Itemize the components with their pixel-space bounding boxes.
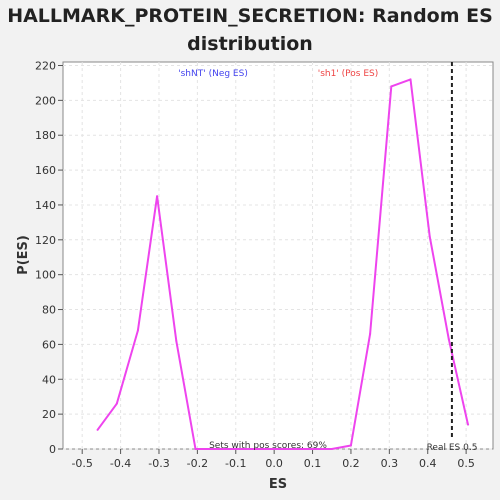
plot-area — [62, 61, 494, 450]
y-tick-label: 160 — [35, 164, 56, 177]
data-point — [115, 402, 118, 405]
axes: -0.5 -0.4 -0.3 -0.2 -0.1 0.0 0.1 0.2 0.3 0.4 0.5 0 2… — [35, 59, 475, 470]
data-point — [136, 329, 139, 332]
data-point — [156, 195, 159, 198]
y-tick-label: 140 — [35, 199, 56, 212]
data-point — [253, 448, 256, 450]
data-point — [234, 448, 237, 450]
series-layer — [96, 62, 470, 450]
data-point — [390, 85, 393, 88]
x-tick-label: 0.1 — [304, 457, 322, 470]
x-tick-label: 0.3 — [381, 457, 399, 470]
y-tick-label: 180 — [35, 129, 56, 142]
y-axis-label: P(ES) — [16, 235, 31, 275]
x-tick-label: -0.1 — [225, 457, 246, 470]
real-es-label: Real ES 0.5 — [427, 443, 478, 453]
data-point — [428, 235, 431, 238]
y-tick-label: 60 — [42, 338, 56, 351]
data-point — [409, 78, 412, 81]
y-tick-label: 20 — [42, 408, 56, 421]
data-point — [369, 332, 372, 335]
x-tick-label: -0.3 — [148, 457, 169, 470]
pos-es-label: 'sh1' (Pos ES) — [318, 69, 379, 79]
y-tick-label: 220 — [35, 59, 56, 72]
chart-title-line2: distribution — [187, 33, 313, 55]
neg-es-label: 'shNT' (Neg ES) — [178, 69, 248, 79]
data-point — [447, 338, 450, 341]
x-tick-label: 0.5 — [457, 457, 475, 470]
x-tick-label: -0.5 — [71, 457, 92, 470]
pos-scores-note: Sets with pos scores: 69% — [209, 441, 327, 451]
y-tick-label: 0 — [49, 443, 56, 456]
data-point — [330, 448, 333, 450]
data-point — [467, 423, 470, 426]
y-tick-label: 100 — [35, 269, 56, 282]
y-tick-label: 200 — [35, 94, 56, 107]
y-tick-label: 80 — [42, 304, 56, 317]
data-point — [96, 428, 99, 431]
data-point — [292, 448, 295, 450]
data-point — [311, 448, 314, 450]
data-point — [215, 448, 218, 450]
x-tick-label: -0.2 — [187, 457, 208, 470]
data-point — [273, 448, 276, 450]
x-tick-label: -0.4 — [110, 457, 131, 470]
grid — [63, 62, 493, 450]
y-tick-label: 40 — [42, 373, 56, 386]
data-point — [194, 448, 197, 450]
x-tick-label: 0.4 — [419, 457, 437, 470]
data-point — [349, 444, 352, 447]
chart-title-line1: HALLMARK_PROTEIN_SECRETION: Random ES — [7, 5, 493, 27]
x-tick-label: 0.2 — [342, 457, 360, 470]
data-point — [175, 339, 178, 342]
x-tick-label: 0.0 — [265, 457, 283, 470]
y-tick-label: 120 — [35, 234, 56, 247]
series-line-0 — [96, 78, 469, 450]
x-axis-label: ES — [269, 477, 287, 492]
